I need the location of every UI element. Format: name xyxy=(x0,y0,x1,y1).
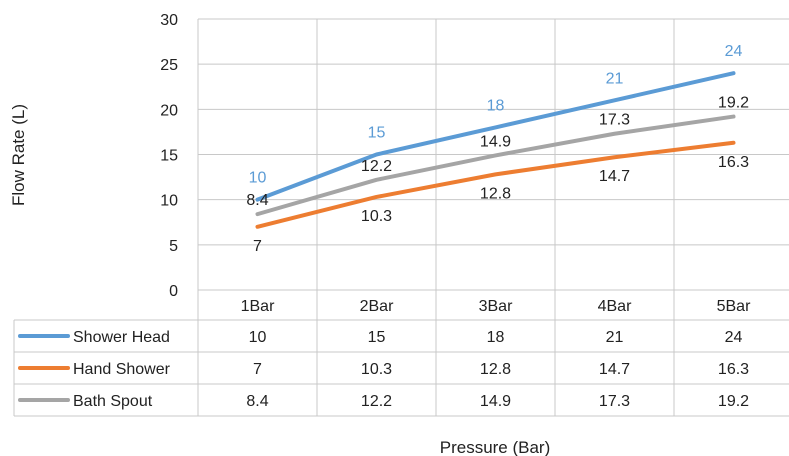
data-label: 15 xyxy=(368,125,386,142)
table-cell: 14.9 xyxy=(480,393,511,410)
y-tick-label: 10 xyxy=(160,193,178,210)
table-cell: 21 xyxy=(606,329,624,346)
table-cell: 7 xyxy=(253,361,262,378)
data-label: 14.7 xyxy=(599,168,630,185)
data-label: 10.3 xyxy=(361,208,392,225)
series-name: Shower Head xyxy=(73,329,170,346)
series-name: Bath Spout xyxy=(73,393,153,410)
x-tick-label: 2Bar xyxy=(360,298,394,315)
x-tick-label: 1Bar xyxy=(241,298,275,315)
data-label: 14.9 xyxy=(480,133,511,150)
table-cell: 10 xyxy=(249,329,267,346)
data-table: Shower Head 10 15 18 21 24 Hand Shower 7 10.3 12.… xyxy=(13,319,789,417)
table-cell: 14.7 xyxy=(599,361,630,378)
data-label: 10 xyxy=(249,170,267,187)
data-label: 7 xyxy=(253,238,262,255)
series-name: Hand Shower xyxy=(73,361,171,378)
table-cell: 12.2 xyxy=(361,393,392,410)
series-lines xyxy=(255,71,736,229)
table-cell: 19.2 xyxy=(718,393,749,410)
y-tick-label: 20 xyxy=(160,102,178,119)
table-cell: 8.4 xyxy=(246,393,268,410)
data-label: 16.3 xyxy=(718,154,749,171)
table-cell: 18 xyxy=(487,329,505,346)
data-label: 18 xyxy=(487,97,505,114)
series-line xyxy=(255,71,736,202)
x-tick-label: 5Bar xyxy=(717,298,751,315)
data-label: 19.2 xyxy=(718,95,749,112)
x-tick-label: 3Bar xyxy=(479,298,513,315)
table-cell: 10.3 xyxy=(361,361,392,378)
y-tick-label: 25 xyxy=(160,57,178,74)
table-cell: 12.8 xyxy=(480,361,511,378)
y-tick-label: 0 xyxy=(169,283,178,300)
x-axis-title: Pressure (Bar) xyxy=(440,438,551,456)
table-cell: 24 xyxy=(725,329,743,346)
data-label: 17.3 xyxy=(599,112,630,129)
data-label: 21 xyxy=(606,70,624,87)
x-axis-ticks: 1Bar 2Bar 3Bar 4Bar 5Bar xyxy=(241,298,751,315)
data-label: 12.8 xyxy=(480,185,511,202)
data-label: 8.4 xyxy=(246,192,268,209)
y-axis-ticks: 0 5 10 15 20 25 30 xyxy=(160,12,178,300)
y-tick-label: 5 xyxy=(169,238,178,255)
data-label: 12.2 xyxy=(361,158,392,175)
table-cell: 16.3 xyxy=(718,361,749,378)
y-axis-title: Flow Rate (L) xyxy=(9,104,28,206)
x-tick-label: 4Bar xyxy=(598,298,632,315)
data-labels: 10 15 18 21 24 7 10.3 12.8 14.7 16.3 8.4 12.2 14.9 17… xyxy=(246,43,749,255)
y-tick-label: 15 xyxy=(160,148,178,165)
series-line xyxy=(255,114,736,217)
data-label: 24 xyxy=(725,43,743,60)
y-tick-label: 30 xyxy=(160,12,178,29)
series-line xyxy=(255,140,736,229)
table-cell: 17.3 xyxy=(599,393,630,410)
table-cell: 15 xyxy=(368,329,386,346)
